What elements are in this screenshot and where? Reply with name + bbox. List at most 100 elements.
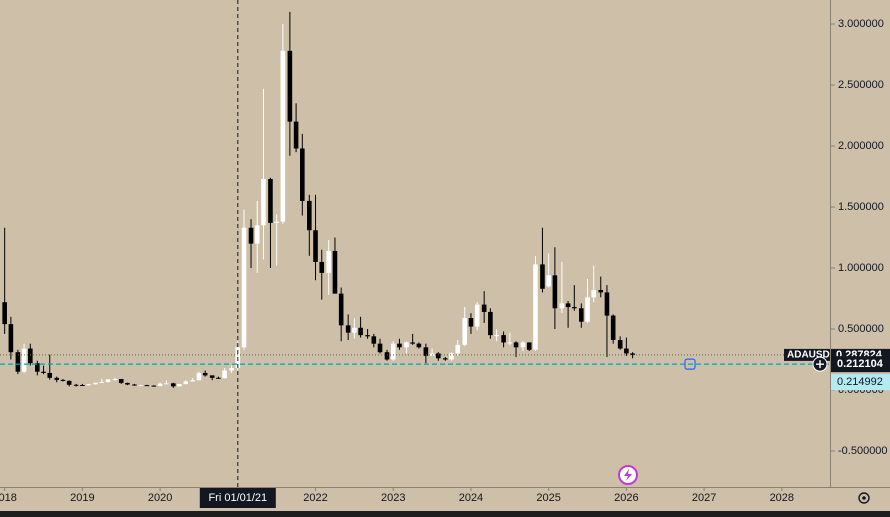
candle-body (28, 348, 33, 364)
candle-body (326, 250, 332, 273)
candle-body (404, 342, 409, 348)
candle-body (436, 353, 441, 359)
candle-body (481, 304, 487, 312)
candle-body (209, 375, 215, 378)
candle-body (47, 372, 53, 378)
candle-body (229, 368, 234, 371)
x-tick-label: 2020 (148, 492, 172, 504)
candle-body (307, 200, 312, 231)
candle-body (171, 383, 176, 387)
candle-body (105, 379, 111, 382)
candle-body (598, 289, 604, 293)
candle-body (455, 344, 461, 354)
candle-body (565, 303, 571, 308)
candle-body (268, 178, 273, 223)
cursor-price-label: 0.212104 (837, 358, 884, 370)
candle-body (190, 380, 196, 382)
candle-body (274, 221, 279, 223)
candle-body (494, 335, 499, 337)
candle-body (397, 343, 402, 348)
candle-body (572, 307, 577, 309)
settings-icon[interactable] (858, 492, 870, 504)
x-tick-label: 2018 (0, 492, 17, 504)
candle-body (449, 353, 454, 360)
candle-body (280, 50, 286, 222)
symbol-tag: ADAUSD (787, 350, 830, 361)
candle-body (66, 380, 72, 385)
candle-body (86, 384, 91, 386)
candle-body (196, 372, 202, 381)
candle-body (73, 384, 79, 386)
candle-body (390, 343, 396, 360)
candle-body (352, 327, 357, 333)
candle-body (474, 304, 480, 327)
x-tick-label: 2027 (692, 492, 716, 504)
x-tick-label: 2024 (459, 492, 483, 504)
candle-body (617, 339, 623, 349)
candle-body (241, 227, 247, 348)
candle-body (345, 325, 351, 333)
candle-body (540, 264, 545, 289)
candle-body (2, 302, 7, 325)
candle-body (338, 293, 344, 326)
candle-body (468, 318, 474, 327)
candle-body (313, 230, 318, 262)
candle-body (513, 342, 519, 348)
candle-body (423, 347, 429, 356)
candle-body (546, 275, 551, 287)
add-alert-plus (816, 360, 824, 369)
candle-body (559, 303, 565, 309)
candle-body (118, 379, 124, 383)
candle-body (35, 363, 40, 372)
candle-body (93, 382, 98, 385)
candle-body (157, 383, 163, 386)
candle-body (610, 315, 616, 340)
candle-body (319, 261, 325, 273)
y-tick-label: 2.000000 (838, 140, 884, 152)
cursor-price-bg (831, 356, 890, 373)
candle-body (144, 385, 150, 387)
candle-body (164, 383, 169, 385)
candle-body (112, 379, 118, 381)
candle-body (332, 250, 338, 294)
alert-price-bg (831, 374, 890, 391)
lightning-icon[interactable] (618, 465, 638, 485)
crosshair-label: Fri 01/01/21 (208, 492, 267, 504)
x-tick-label: 2019 (70, 492, 94, 504)
candle-body (365, 335, 370, 337)
candle-body (183, 381, 189, 385)
candle-body (80, 385, 85, 387)
candle-body (202, 372, 208, 376)
candle-body (630, 353, 635, 355)
x-tick-label: 2022 (303, 492, 327, 504)
candle-body (377, 343, 383, 353)
candle-body (624, 348, 629, 354)
candle-body (138, 385, 143, 387)
candle-body (125, 382, 130, 385)
candle-body (248, 227, 254, 244)
candle-body (15, 352, 21, 372)
candle-body (507, 342, 513, 344)
candle-body (443, 358, 448, 360)
candle-body (488, 311, 493, 336)
candle-body (533, 264, 538, 350)
candle-body (151, 385, 157, 387)
y-tick-label: 3.000000 (838, 18, 884, 30)
bottom-bar (0, 511, 890, 517)
candle-body (41, 371, 46, 373)
candle-body (520, 342, 526, 348)
candles (2, 11, 635, 388)
candle-body (54, 377, 60, 380)
candle-body (501, 335, 506, 343)
candle-body (300, 148, 305, 201)
candle-body (579, 308, 584, 322)
candle-body (177, 384, 182, 387)
y-tick-label: 1.000000 (838, 262, 884, 274)
candle-body (293, 121, 299, 149)
candle-body (99, 381, 105, 383)
candle-body (222, 370, 227, 379)
